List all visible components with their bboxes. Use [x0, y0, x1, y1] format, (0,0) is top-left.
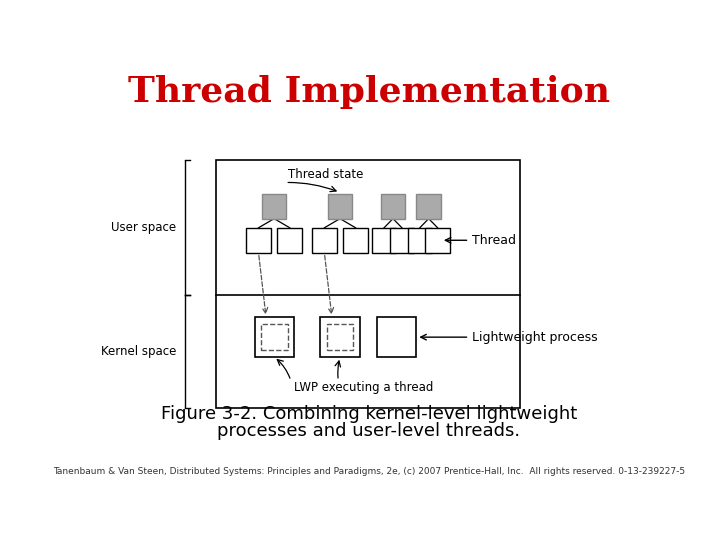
Bar [327, 324, 354, 350]
Text: Thread: Thread [472, 234, 516, 247]
Bar [416, 194, 441, 219]
Bar [426, 228, 450, 253]
Text: Lightweight process: Lightweight process [472, 330, 598, 343]
Text: Thread Implementation: Thread Implementation [128, 75, 610, 109]
Bar [277, 228, 302, 253]
Bar [262, 194, 287, 219]
Bar [343, 228, 368, 253]
Bar [381, 194, 405, 219]
Text: Thread state: Thread state [288, 168, 364, 181]
Text: User space: User space [112, 221, 176, 234]
Bar [390, 228, 414, 253]
Text: LWP executing a thread: LWP executing a thread [294, 381, 433, 394]
Bar [261, 324, 287, 350]
Bar [215, 160, 520, 408]
Bar [408, 228, 432, 253]
Text: processes and user-level threads.: processes and user-level threads. [217, 422, 521, 440]
Bar [372, 228, 396, 253]
Text: Figure 3-2. Combining kernel-level lightweight: Figure 3-2. Combining kernel-level light… [161, 405, 577, 423]
Text: Kernel space: Kernel space [101, 345, 176, 358]
Bar [246, 228, 271, 253]
Text: Tanenbaum & Van Steen, Distributed Systems: Principles and Paradigms, 2e, (c) 20: Tanenbaum & Van Steen, Distributed Syste… [53, 467, 685, 476]
Bar [312, 228, 337, 253]
Bar [328, 194, 352, 219]
Bar [320, 318, 359, 357]
Bar [377, 318, 416, 357]
Bar [255, 318, 294, 357]
